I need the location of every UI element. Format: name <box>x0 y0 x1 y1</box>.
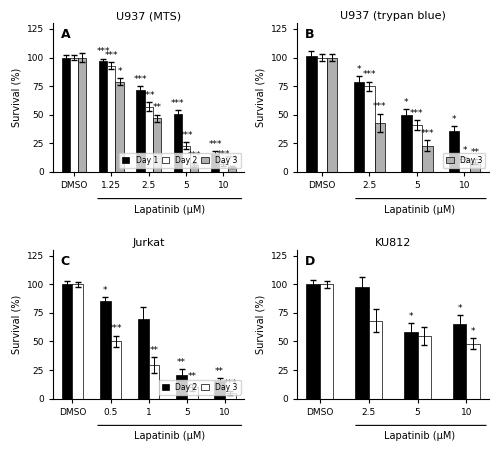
Bar <box>62 58 70 172</box>
Bar <box>110 342 121 399</box>
Text: **: ** <box>470 148 480 157</box>
Text: ***: *** <box>104 51 118 60</box>
Bar <box>460 159 469 172</box>
Text: ***: *** <box>134 75 147 84</box>
Text: Lapatinib (μM): Lapatinib (μM) <box>134 205 206 215</box>
Bar <box>190 165 198 172</box>
Title: KU812: KU812 <box>375 238 412 248</box>
Bar <box>225 393 235 399</box>
Bar <box>99 61 107 172</box>
Bar <box>214 381 225 399</box>
Bar <box>136 90 144 172</box>
Text: ***: *** <box>420 129 434 138</box>
Text: **: ** <box>150 346 158 355</box>
Text: **: ** <box>188 372 196 381</box>
Legend: Day 3: Day 3 <box>443 153 485 168</box>
Bar <box>306 57 316 172</box>
Text: **: ** <box>152 103 162 112</box>
Text: A: A <box>60 28 70 41</box>
Bar <box>368 321 382 399</box>
Bar <box>449 131 460 172</box>
Text: ***: *** <box>225 155 238 164</box>
Bar <box>401 115 411 172</box>
Bar <box>354 82 364 172</box>
Text: ***: *** <box>410 109 424 118</box>
Bar <box>211 154 220 172</box>
Bar <box>78 58 86 172</box>
Bar <box>355 287 368 399</box>
Text: ***: *** <box>96 48 110 57</box>
Title: U937 (trypan blue): U937 (trypan blue) <box>340 11 446 21</box>
Y-axis label: Survival (%): Survival (%) <box>256 295 266 354</box>
Bar <box>174 114 182 172</box>
Bar <box>144 107 153 172</box>
Bar <box>187 387 198 399</box>
Text: *: * <box>118 67 122 76</box>
Text: *: * <box>356 65 361 73</box>
Text: *: * <box>404 98 408 107</box>
Bar <box>70 58 78 172</box>
Bar <box>374 123 385 172</box>
Text: *: * <box>408 312 413 321</box>
Text: ***: *** <box>208 140 222 149</box>
Text: *: * <box>452 115 456 124</box>
Bar <box>453 324 466 399</box>
Bar <box>72 284 83 399</box>
Y-axis label: Survival (%): Survival (%) <box>11 68 21 127</box>
Text: *: * <box>103 286 108 294</box>
Legend: Day 2, Day 3: Day 2, Day 3 <box>158 380 240 395</box>
Text: ***: *** <box>180 131 193 140</box>
Bar <box>176 375 187 399</box>
Y-axis label: Survival (%): Survival (%) <box>11 295 21 354</box>
Bar <box>220 164 228 172</box>
Text: ***: *** <box>216 150 230 159</box>
Bar <box>404 333 417 399</box>
Bar <box>422 145 432 172</box>
Bar <box>418 336 432 399</box>
Bar <box>182 145 190 172</box>
Bar <box>364 86 374 172</box>
Text: Lapatinib (μM): Lapatinib (μM) <box>134 431 206 441</box>
Text: ***: *** <box>109 324 122 333</box>
Text: ***: *** <box>142 91 156 100</box>
Text: **: ** <box>177 357 186 366</box>
Bar <box>306 284 320 399</box>
Text: **: ** <box>215 367 224 376</box>
Bar <box>148 366 160 399</box>
Bar <box>107 66 116 172</box>
Bar <box>138 318 148 399</box>
Text: Lapatinib (μM): Lapatinib (μM) <box>384 431 456 441</box>
Title: Jurkat: Jurkat <box>132 238 165 248</box>
Text: ***: *** <box>362 70 376 79</box>
Text: ***: *** <box>373 102 386 111</box>
Bar <box>466 344 480 399</box>
Text: C: C <box>60 255 70 268</box>
Text: ***: *** <box>188 151 201 160</box>
Text: B: B <box>305 28 314 41</box>
Legend: Day 1, Day 2, Day 3: Day 1, Day 2, Day 3 <box>118 153 240 168</box>
Bar <box>153 118 161 172</box>
Text: Lapatinib (μM): Lapatinib (μM) <box>384 205 456 215</box>
Text: *: * <box>458 304 462 313</box>
Bar <box>412 125 422 172</box>
Bar <box>470 162 480 172</box>
Text: D: D <box>305 255 316 268</box>
Text: *: * <box>471 327 476 336</box>
Bar <box>320 284 334 399</box>
Text: *: * <box>462 146 466 155</box>
Title: U937 (MTS): U937 (MTS) <box>116 11 182 21</box>
Bar <box>100 302 110 399</box>
Bar <box>116 82 124 172</box>
Bar <box>327 58 338 172</box>
Text: ***: *** <box>171 99 184 108</box>
Y-axis label: Survival (%): Survival (%) <box>256 68 266 127</box>
Text: ***: *** <box>224 379 237 388</box>
Bar <box>228 167 235 172</box>
Bar <box>316 58 327 172</box>
Bar <box>62 284 72 399</box>
